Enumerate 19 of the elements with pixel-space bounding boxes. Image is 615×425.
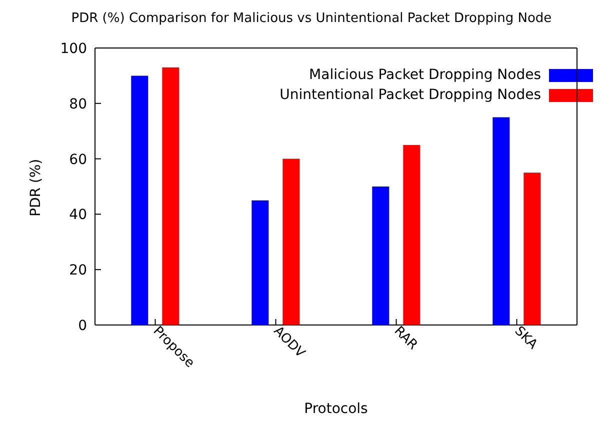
- bar: [252, 200, 269, 325]
- legend-label: Unintentional Packet Dropping Nodes: [280, 87, 541, 103]
- y-tick-label: 20: [69, 262, 87, 279]
- bar: [524, 172, 541, 325]
- y-axis-title: PDR (%): [28, 158, 44, 216]
- y-tick-label: 60: [69, 152, 87, 168]
- y-tick-label: 40: [69, 207, 87, 224]
- bar: [282, 158, 300, 325]
- bar: [131, 76, 148, 325]
- x-axis-title: Protocols: [304, 401, 368, 417]
- chart-title: PDR (%) Comparison for Malicious vs Unintentional Packet Dropping Node: [70, 11, 553, 26]
- bar: [372, 186, 390, 325]
- legend-label: Malicious Packet Dropping Nodes: [309, 67, 541, 83]
- y-tick-label: 100: [60, 40, 87, 57]
- bar: [162, 67, 180, 325]
- bar: [492, 117, 510, 325]
- y-tick-label: 0: [78, 318, 87, 334]
- bar: [403, 144, 420, 325]
- y-tick-label: 80: [69, 96, 87, 112]
